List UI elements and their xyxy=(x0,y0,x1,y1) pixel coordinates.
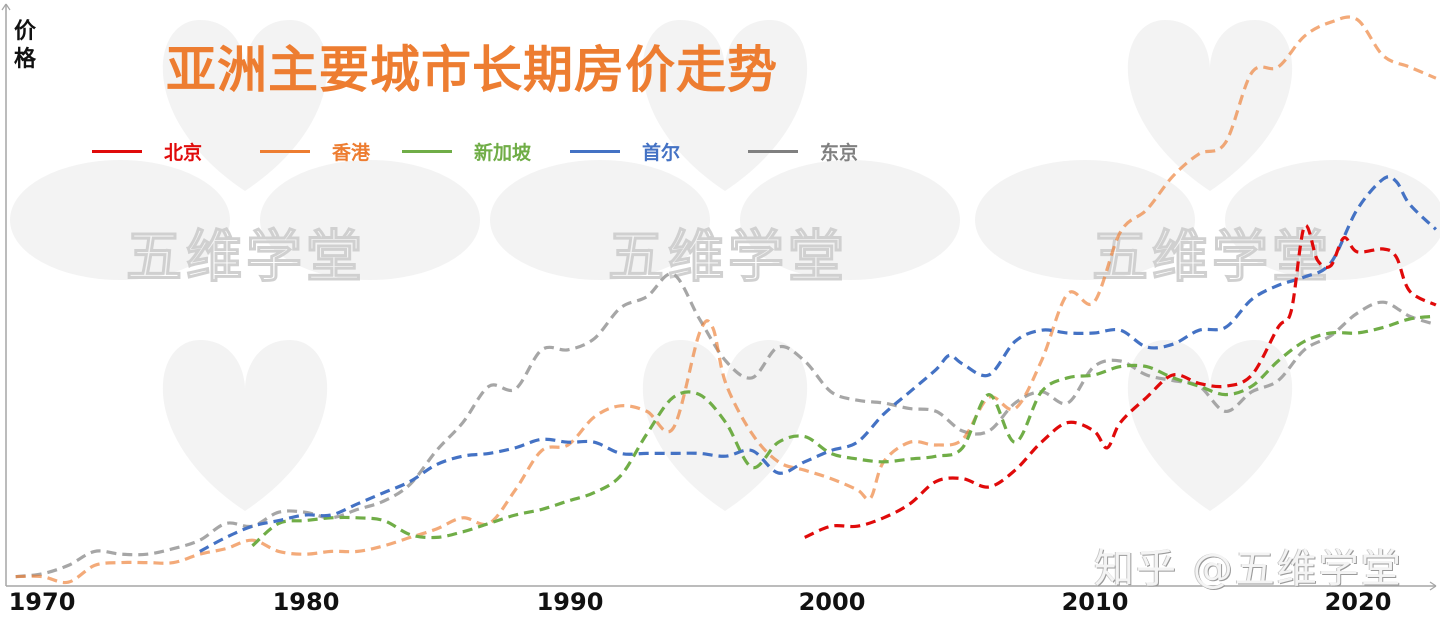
heart-decoration xyxy=(162,20,328,191)
legend-label: 新加坡 xyxy=(474,142,532,164)
series-line-新加坡 xyxy=(251,314,1437,548)
legend-swatch xyxy=(92,150,142,153)
legend-item-tokyo: 东京 xyxy=(748,138,858,165)
heart-decoration xyxy=(1127,340,1293,511)
chart-title: 亚洲主要城市长期房价走势 xyxy=(166,41,778,99)
legend-swatch xyxy=(260,150,310,153)
zhihu-watermark: 知乎 @五维学堂 xyxy=(1094,546,1403,592)
legend-item-singapore: 新加坡 xyxy=(402,138,531,165)
x-axis-arrow xyxy=(1429,581,1437,587)
heart-decoration xyxy=(740,160,960,280)
watermark-text: 五维学堂 xyxy=(125,224,366,290)
watermark-text: 五维学堂 xyxy=(1091,224,1332,290)
watermark-text: 五维学堂 xyxy=(607,224,848,290)
legend-label: 首尔 xyxy=(642,142,681,164)
legend-item-seoul: 首尔 xyxy=(570,138,680,165)
legend-swatch xyxy=(570,150,620,153)
series-line-首尔 xyxy=(199,175,1438,553)
heart-decoration xyxy=(10,160,230,280)
x-tick-label: 1990 xyxy=(536,588,604,616)
heart-decoration xyxy=(162,340,328,511)
series-line-东京 xyxy=(15,272,1437,579)
heart-decoration xyxy=(260,160,480,280)
x-tick-label: 2010 xyxy=(1061,588,1129,616)
heart-decoration xyxy=(490,160,710,280)
legend-label: 东京 xyxy=(820,142,859,164)
legend-item-beijing: 北京 xyxy=(92,138,202,165)
heart-decoration xyxy=(1127,20,1293,191)
x-axis-arrow xyxy=(1429,585,1437,591)
series-line-北京 xyxy=(804,223,1437,539)
heart-decoration xyxy=(642,340,808,511)
y-axis-arrow xyxy=(1,3,7,11)
legend-label: 北京 xyxy=(164,142,203,164)
x-tick-label: 1970 xyxy=(8,588,76,616)
x-tick-label: 1980 xyxy=(272,588,340,616)
heart-decoration xyxy=(975,160,1195,280)
legend-label: 香港 xyxy=(332,142,371,164)
x-tick-label: 2020 xyxy=(1324,588,1392,616)
legend-swatch xyxy=(748,150,798,153)
legend-item-hongkong: 香港 xyxy=(260,138,370,165)
legend-swatch xyxy=(402,150,452,153)
x-tick-label: 2000 xyxy=(798,588,866,616)
y-axis-label: 价格 xyxy=(13,19,36,72)
series-line-香港 xyxy=(15,15,1437,585)
heart-decoration xyxy=(642,20,808,191)
y-axis-arrow xyxy=(5,3,11,11)
